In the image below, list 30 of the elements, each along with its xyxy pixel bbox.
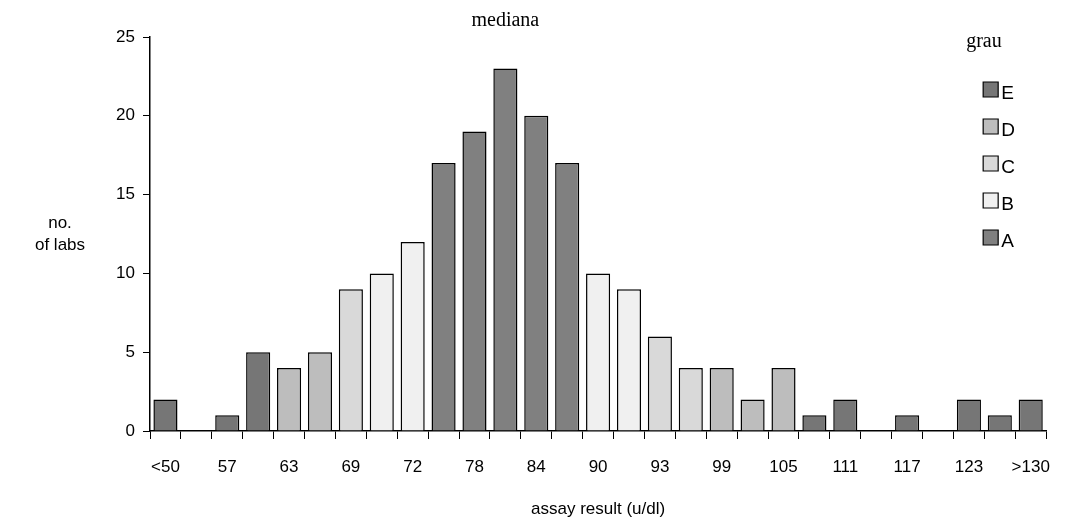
y-tick-label: 25 xyxy=(116,26,135,46)
x-tick-label: 57 xyxy=(217,456,237,476)
y-tick-label: 0 xyxy=(125,420,135,440)
legend-label: A xyxy=(1001,230,1015,252)
legend-label: B xyxy=(1001,193,1014,215)
legend-label: E xyxy=(1001,82,1014,104)
x-tick-label: 84 xyxy=(526,456,546,476)
x-tick-label: 72 xyxy=(403,456,423,476)
y-tick-label: 20 xyxy=(116,105,135,125)
x-tick-label: 78 xyxy=(465,456,484,476)
x-tick-label: 93 xyxy=(650,456,670,476)
legend-title: grau xyxy=(966,29,1002,53)
x-tick-label: 117 xyxy=(893,456,921,476)
x-tick-label: 105 xyxy=(769,456,798,476)
x-tick-label: 99 xyxy=(712,456,732,476)
text: mediana xyxy=(471,8,540,31)
y-axis-title: no. of labs xyxy=(34,212,86,254)
x-tick-label: 69 xyxy=(341,456,361,476)
y-tick-label: 15 xyxy=(116,184,135,204)
y-tick-label: 5 xyxy=(125,341,135,361)
x-tick-label: 63 xyxy=(279,456,299,476)
legend-label: C xyxy=(1001,156,1015,178)
x-tick-label: 90 xyxy=(588,456,608,476)
x-axis-title: assay result (u/dl) xyxy=(531,498,666,518)
y-tick-label: 10 xyxy=(116,263,135,283)
legend-label: D xyxy=(1001,119,1015,141)
x-tick-label: 111 xyxy=(832,456,859,476)
x-tick-label: 123 xyxy=(954,456,984,476)
x-tick-label: >130 xyxy=(1011,456,1050,476)
x-tick-label: <50 xyxy=(151,456,180,476)
